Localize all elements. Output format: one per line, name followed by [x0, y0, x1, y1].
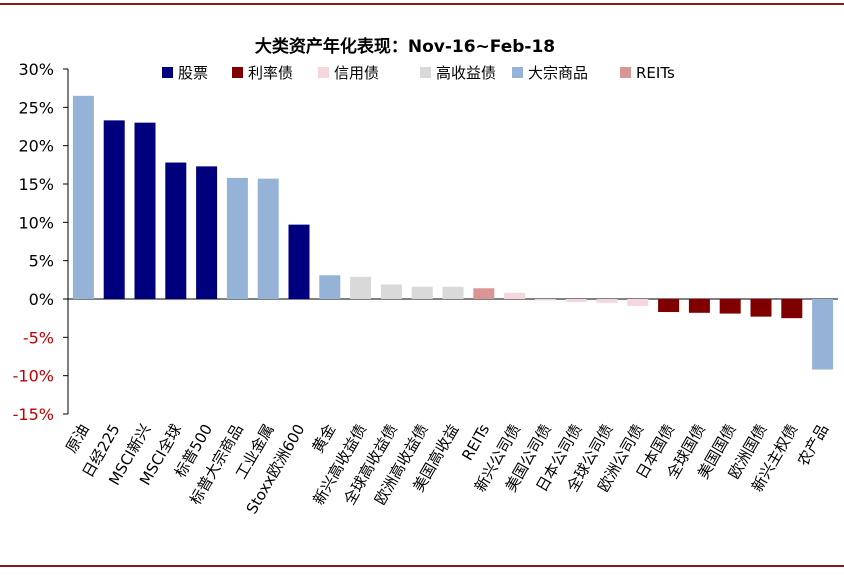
legend-swatch: [620, 67, 631, 78]
bar-6: [226, 177, 248, 299]
legend-swatch: [162, 67, 173, 78]
bar-23: [750, 299, 772, 317]
y-tick-label: 30%: [18, 60, 54, 79]
bar-8: [288, 224, 310, 299]
y-tick-label: 15%: [18, 175, 54, 194]
y-tick-label: -5%: [23, 328, 54, 347]
bars: [72, 95, 834, 370]
x-tick-label: 原油: [62, 421, 93, 456]
legend-label: 信用债: [334, 64, 379, 82]
bar-19: [627, 299, 649, 306]
x-tick-label: 农产品: [794, 421, 832, 469]
bar-2: [103, 120, 125, 299]
y-tick-label: 20%: [18, 137, 54, 156]
bar-1: [72, 95, 94, 299]
legend-item-credit: 信用债: [318, 64, 379, 82]
y-tick-label: 25%: [18, 98, 54, 117]
legend-item-equity: 股票: [162, 64, 208, 82]
bar-21: [688, 299, 710, 313]
legend-swatch: [232, 67, 243, 78]
bar-24: [781, 299, 803, 319]
legend-swatch: [512, 67, 523, 78]
y-tick-label: 0%: [29, 290, 54, 309]
bar-5: [196, 166, 218, 299]
bar-14: [473, 288, 495, 299]
chart-title: 大类资产年化表现：Nov-16~Feb-18: [255, 36, 555, 57]
legend-item-commodity: 大宗商品: [512, 64, 588, 82]
legend-label: REITs: [636, 64, 675, 82]
x-tick-labels: 原油日经225MSCI新兴MSCI全球标普500标普大宗商品工业金属Stoxx欧…: [62, 421, 832, 517]
bar-15: [504, 292, 526, 299]
legend-label: 高收益债: [436, 64, 496, 82]
bar-4: [165, 162, 187, 299]
legend-label: 股票: [178, 64, 208, 82]
top-border: [0, 3, 844, 5]
y-tick-label: -15%: [13, 405, 54, 424]
y-tick-label: 5%: [29, 252, 54, 271]
legend-label: 大宗商品: [528, 64, 588, 82]
bar-20: [658, 299, 680, 313]
bar-12: [411, 286, 433, 299]
legend-item-rates: 利率债: [232, 64, 293, 82]
bottom-border: [0, 565, 844, 567]
y-tick-label: 10%: [18, 213, 54, 232]
bar-13: [442, 286, 464, 299]
bar-10: [350, 276, 372, 299]
legend-swatch: [420, 67, 431, 78]
bar-11: [380, 284, 402, 299]
bar-16: [534, 299, 556, 301]
x-tick-label: 黄金: [309, 421, 340, 456]
legend: 股票 利率债 信用债 高收益债 大宗商品 REITs: [162, 64, 675, 82]
y-tick-label: -10%: [13, 367, 54, 386]
bar-17: [565, 299, 587, 303]
axes: 30% 25% 20% 15% 10% 5% 0% -5% -10% -15%: [13, 60, 838, 424]
bar-7: [257, 178, 279, 299]
legend-item-hy: 高收益债: [420, 64, 496, 82]
legend-label: 利率债: [248, 64, 293, 82]
bar-18: [596, 299, 618, 303]
bar-3: [134, 122, 156, 300]
bar-25: [812, 299, 834, 370]
legend-swatch: [318, 67, 329, 78]
legend-item-reits: REITs: [620, 64, 675, 82]
bar-22: [719, 299, 741, 314]
bar-9: [319, 275, 341, 299]
